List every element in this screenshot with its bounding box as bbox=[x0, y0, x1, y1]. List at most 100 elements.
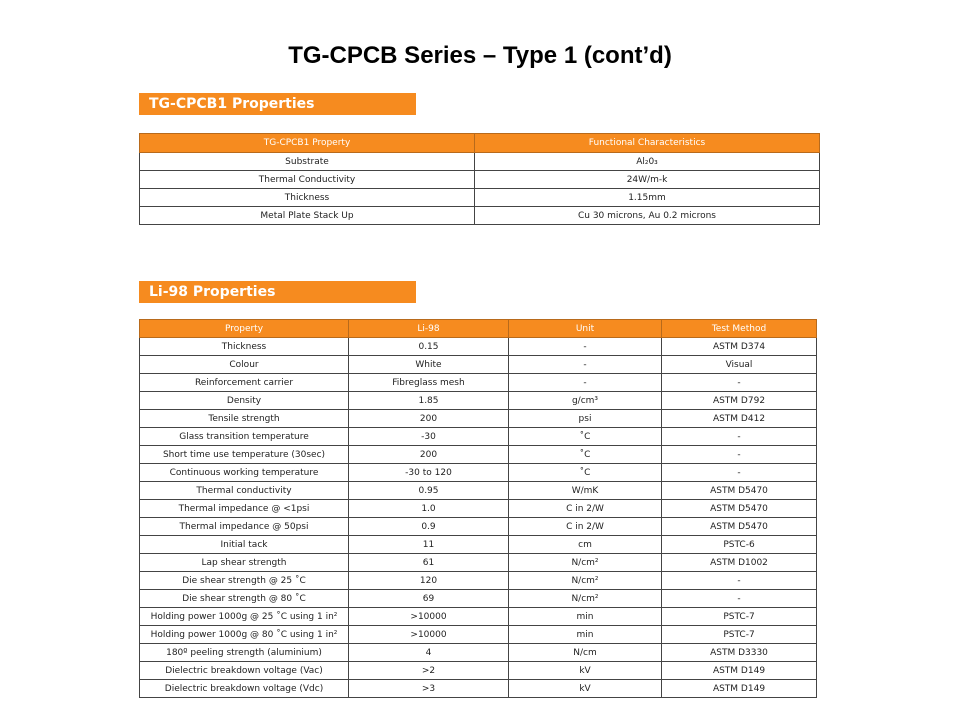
table-cell: ASTM D1002 bbox=[661, 553, 817, 572]
table-cell: 0.9 bbox=[348, 517, 509, 536]
table-cell: ASTM D5470 bbox=[661, 499, 817, 518]
table-cell: Thickness bbox=[139, 188, 475, 207]
table-row: Glass transition temperature -30 ˚C - bbox=[139, 427, 817, 446]
table-cell: Substrate bbox=[139, 152, 475, 171]
table-cell: Density bbox=[139, 391, 349, 410]
table-cell: Die shear strength @ 80 ˚C bbox=[139, 589, 349, 608]
table-cell: 1.0 bbox=[348, 499, 509, 518]
table-cell: ˚C bbox=[508, 463, 662, 482]
table-cell: Holding power 1000g @ 80 ˚C using 1 in² bbox=[139, 625, 349, 644]
table-cell: min bbox=[508, 607, 662, 626]
table-row: Dielectric breakdown voltage (Vac) >2 kV AS… bbox=[139, 661, 817, 680]
table-cell: White bbox=[348, 355, 509, 374]
table-cell: Thermal Conductivity bbox=[139, 170, 475, 189]
table-cell: Holding power 1000g @ 25 ˚C using 1 in² bbox=[139, 607, 349, 626]
table-row: Thermal Conductivity 24W/m-k bbox=[139, 170, 820, 189]
column-header-unit: Unit bbox=[508, 319, 662, 338]
table-cell: ASTM D149 bbox=[661, 661, 817, 680]
table-row: Die shear strength @ 80 ˚C 69 N/cm² - bbox=[139, 589, 817, 608]
table-cell: kV bbox=[508, 661, 662, 680]
table-cell: ASTM D412 bbox=[661, 409, 817, 428]
table-cell: >10000 bbox=[348, 625, 509, 644]
table-row: Reinforcement carrier Fibreglass mesh - - bbox=[139, 373, 817, 392]
table-cell: ASTM D792 bbox=[661, 391, 817, 410]
table-cell: -30 to 120 bbox=[348, 463, 509, 482]
table-cell: 200 bbox=[348, 445, 509, 464]
table-cell: 11 bbox=[348, 535, 509, 554]
table-cell: kV bbox=[508, 679, 662, 698]
table-row: Initial tack 11 cm PSTC-6 bbox=[139, 535, 817, 554]
tgcpcb1-properties-table: TG-CPCB1 Property Functional Characteris… bbox=[139, 133, 820, 225]
table-cell: N/cm bbox=[508, 643, 662, 662]
table-cell: Visual bbox=[661, 355, 817, 374]
column-header-property: TG-CPCB1 Property bbox=[139, 133, 475, 153]
table-header-row: Property Li-98 Unit Test Method bbox=[139, 319, 817, 338]
table-row: Short time use temperature (30sec) 200 ˚C - bbox=[139, 445, 817, 464]
table-cell: Lap shear strength bbox=[139, 553, 349, 572]
table-cell: - bbox=[661, 589, 817, 608]
table-cell: 24W/m-k bbox=[474, 170, 820, 189]
column-header-functional-characteristics: Functional Characteristics bbox=[474, 133, 820, 153]
table-cell: PSTC-7 bbox=[661, 607, 817, 626]
table-cell: ASTM D149 bbox=[661, 679, 817, 698]
table-row: Substrate Al₂0₃ bbox=[139, 152, 820, 171]
tgcpcb1-section-header: TG-CPCB1 Properties bbox=[139, 93, 416, 115]
table-cell: 69 bbox=[348, 589, 509, 608]
table-cell: Colour bbox=[139, 355, 349, 374]
table-cell: Thermal impedance @ <1psi bbox=[139, 499, 349, 518]
table-cell: - bbox=[661, 463, 817, 482]
table-row: Holding power 1000g @ 80 ˚C using 1 in² >… bbox=[139, 625, 817, 644]
table-cell: 61 bbox=[348, 553, 509, 572]
table-row: Die shear strength @ 25 ˚C 120 N/cm² - bbox=[139, 571, 817, 590]
table-cell: N/cm² bbox=[508, 571, 662, 590]
table-row: Thickness 1.15mm bbox=[139, 188, 820, 207]
table-cell: Initial tack bbox=[139, 535, 349, 554]
table-cell: - bbox=[508, 355, 662, 374]
table-cell: C in 2/W bbox=[508, 499, 662, 518]
table-cell: 0.15 bbox=[348, 337, 509, 356]
table-cell: Thermal impedance @ 50psi bbox=[139, 517, 349, 536]
table-cell: ˚C bbox=[508, 427, 662, 446]
table-cell: - bbox=[508, 373, 662, 392]
table-cell: ASTM D5470 bbox=[661, 481, 817, 500]
table-cell: >2 bbox=[348, 661, 509, 680]
table-cell: N/cm² bbox=[508, 553, 662, 572]
table-cell: Dielectric breakdown voltage (Vac) bbox=[139, 661, 349, 680]
table-cell: - bbox=[661, 445, 817, 464]
table-cell: 4 bbox=[348, 643, 509, 662]
table-row: 180º peeling strength (aluminium) 4 N/cm AS… bbox=[139, 643, 817, 662]
table-cell: Tensile strength bbox=[139, 409, 349, 428]
li98-properties-table: Property Li-98 Unit Test Method Thicknes… bbox=[139, 319, 817, 698]
table-cell: W/mK bbox=[508, 481, 662, 500]
table-cell: Reinforcement carrier bbox=[139, 373, 349, 392]
table-cell: ASTM D5470 bbox=[661, 517, 817, 536]
table-cell: - bbox=[661, 427, 817, 446]
table-row: Metal Plate Stack Up Cu 30 microns, Au 0.… bbox=[139, 206, 820, 225]
table-cell: Die shear strength @ 25 ˚C bbox=[139, 571, 349, 590]
table-cell: 1.85 bbox=[348, 391, 509, 410]
table-cell: 120 bbox=[348, 571, 509, 590]
column-header-property: Property bbox=[139, 319, 349, 338]
column-header-test-method: Test Method bbox=[661, 319, 817, 338]
table-cell: Fibreglass mesh bbox=[348, 373, 509, 392]
table-cell: PSTC-7 bbox=[661, 625, 817, 644]
table-cell: PSTC-6 bbox=[661, 535, 817, 554]
table-cell: -30 bbox=[348, 427, 509, 446]
table-row: Colour White - Visual bbox=[139, 355, 817, 374]
table-cell: Thermal conductivity bbox=[139, 481, 349, 500]
table-row: Holding power 1000g @ 25 ˚C using 1 in² >… bbox=[139, 607, 817, 626]
table-cell: cm bbox=[508, 535, 662, 554]
table-cell: >3 bbox=[348, 679, 509, 698]
table-cell: psi bbox=[508, 409, 662, 428]
table-cell: ASTM D374 bbox=[661, 337, 817, 356]
table-row: Continuous working temperature -30 to 120… bbox=[139, 463, 817, 482]
table-cell: min bbox=[508, 625, 662, 644]
table-cell: ASTM D3330 bbox=[661, 643, 817, 662]
table-row: Thermal conductivity 0.95 W/mK ASTM D5470 bbox=[139, 481, 817, 500]
table-header-row: TG-CPCB1 Property Functional Characteris… bbox=[139, 133, 820, 153]
table-row: Tensile strength 200 psi ASTM D412 bbox=[139, 409, 817, 428]
table-cell: Metal Plate Stack Up bbox=[139, 206, 475, 225]
slide-title: TG-CPCB Series – Type 1 (cont’d) bbox=[288, 42, 672, 69]
table-row: Density 1.85 g/cm³ ASTM D792 bbox=[139, 391, 817, 410]
table-cell: 180º peeling strength (aluminium) bbox=[139, 643, 349, 662]
